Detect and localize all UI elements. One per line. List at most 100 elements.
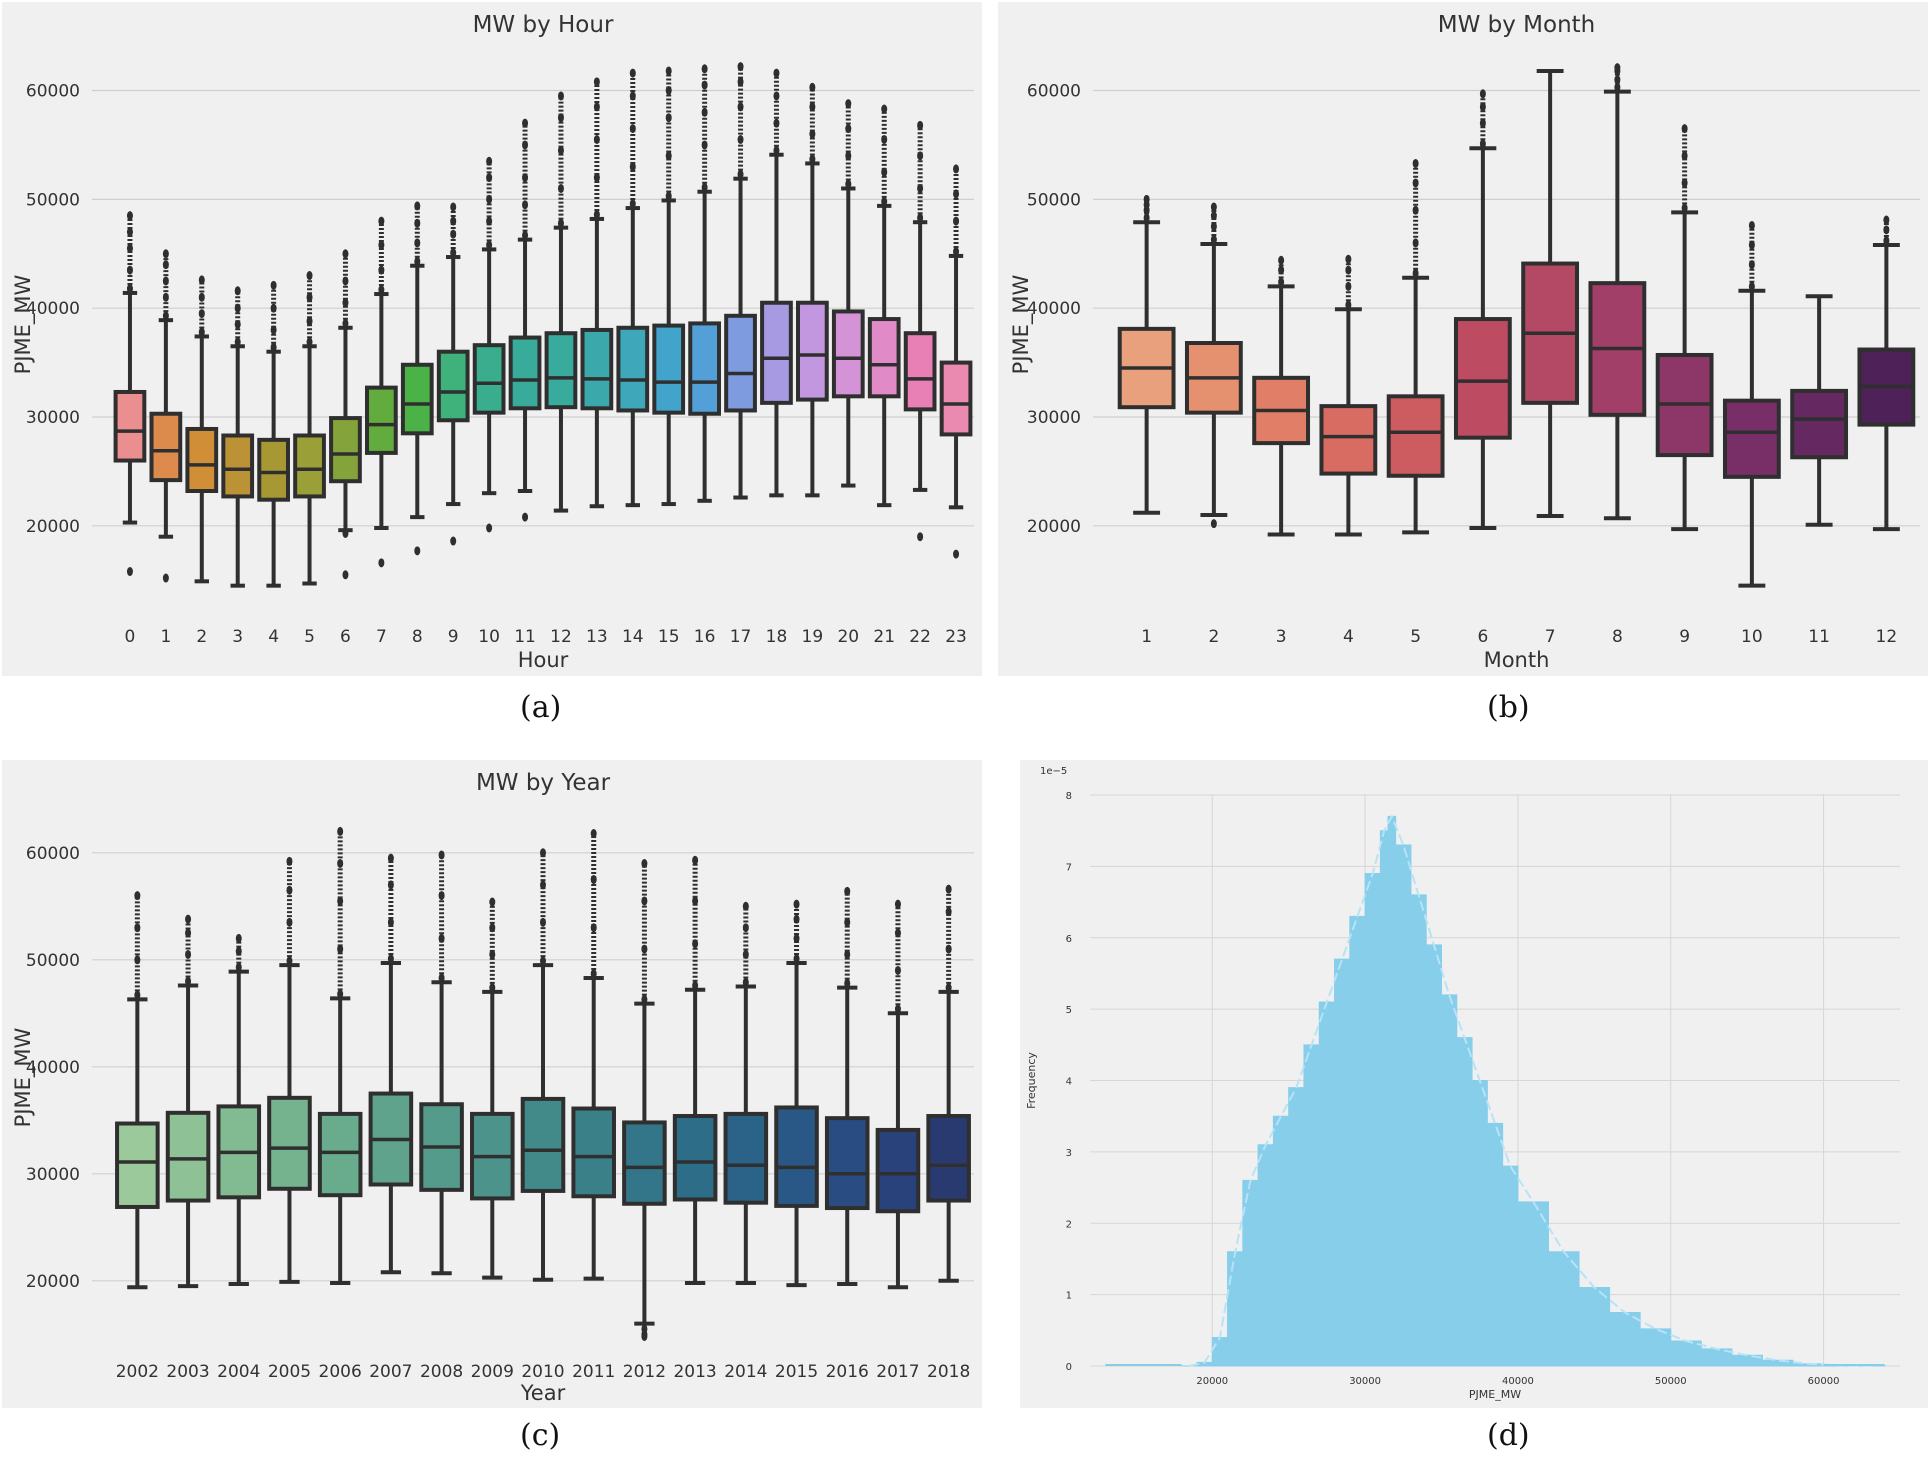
x-tick-label: 2009	[471, 1362, 514, 1382]
x-tick-label: 2003	[166, 1362, 209, 1382]
y-tick-label: 30000	[1027, 408, 1081, 428]
x-tick-label: 2010	[521, 1362, 564, 1382]
box-2005	[267, 1095, 312, 1191]
outlier-point	[126, 265, 133, 275]
outlier-point	[540, 848, 546, 858]
box-11	[1790, 388, 1849, 460]
x-tick-label: 4	[1343, 627, 1354, 647]
x-tick-label: 2014	[724, 1362, 767, 1382]
chart-title: MW by Hour	[473, 12, 614, 38]
outlier-point	[342, 570, 349, 580]
x-tick-label: 11	[514, 627, 536, 647]
x-tick-label: 1	[1141, 627, 1152, 647]
x-tick-label: 2002	[116, 1362, 159, 1382]
outlier-point	[185, 914, 192, 924]
x-tick-label: 2016	[826, 1362, 869, 1382]
outlier-point	[692, 855, 699, 865]
outlier-point	[126, 567, 133, 577]
outlier-point	[917, 120, 924, 130]
outlier-point	[1345, 254, 1352, 264]
y-axis-label: PJME_MW	[11, 274, 36, 374]
box-10	[1722, 398, 1781, 479]
y-offset-label: 1e−5	[1040, 766, 1067, 777]
caption-b: (b)	[1487, 690, 1530, 725]
chart-title: MW by Year	[476, 770, 611, 796]
histogram-bars	[1181, 815, 1886, 1367]
box-2018	[926, 1114, 971, 1203]
outlier-point	[742, 923, 749, 933]
box-6	[1453, 317, 1512, 440]
box-18	[760, 300, 793, 405]
y-tick-label: 30000	[26, 1165, 80, 1185]
x-tick-label: 6	[340, 627, 351, 647]
box-17	[724, 313, 757, 413]
y-tick-label: 20000	[26, 1272, 80, 1292]
box-23	[939, 360, 973, 437]
box-21	[867, 317, 901, 399]
y-tick-label: 30000	[26, 408, 80, 428]
x-tick-label: 8	[412, 627, 423, 647]
x-tick-label: 3	[1276, 627, 1287, 647]
y-axis-label: Frequency	[1025, 1052, 1038, 1109]
box-2016	[824, 1116, 870, 1211]
y-tick-label: 60000	[26, 844, 80, 864]
x-tick-label: 2017	[876, 1362, 919, 1382]
x-tick-label: 0	[125, 627, 136, 647]
y-tick-label: 0	[1066, 1362, 1072, 1373]
outlier-point	[286, 885, 293, 895]
box-2017	[875, 1127, 921, 1214]
box-4	[257, 437, 290, 502]
x-tick-label: 50000	[1655, 1376, 1687, 1387]
x-tick-label: 20	[837, 627, 859, 647]
x-tick-label: 7	[376, 627, 387, 647]
box-16	[688, 321, 721, 416]
outlier-point	[742, 901, 749, 911]
x-axis-label: Hour	[518, 648, 569, 672]
y-tick-label: 20000	[1027, 517, 1081, 537]
x-tick-label: 13	[586, 627, 608, 647]
outlier-point	[917, 532, 924, 542]
x-tick-label: 11	[1808, 627, 1830, 647]
y-tick-label: 7	[1066, 862, 1072, 873]
y-tick-label: 40000	[26, 299, 80, 319]
x-tick-label: 2018	[927, 1362, 970, 1382]
x-tick-label: 5	[304, 627, 315, 647]
y-tick-label: 5	[1066, 1005, 1072, 1016]
box-7	[365, 385, 398, 455]
box-2003	[165, 1110, 211, 1203]
x-tick-label: 23	[945, 627, 967, 647]
x-axis-label: PJME_MW	[1469, 1388, 1521, 1401]
outlier-point	[1278, 255, 1285, 265]
outlier-point	[522, 512, 529, 522]
x-tick-label: 40000	[1502, 1376, 1534, 1387]
x-tick-label: 2006	[319, 1362, 362, 1382]
x-tick-label: 60000	[1808, 1376, 1840, 1387]
x-tick-label: 10	[478, 627, 500, 647]
box-1	[149, 411, 183, 483]
x-tick-label: 2008	[420, 1362, 463, 1382]
outlier-point	[414, 238, 421, 248]
y-tick-label: 20000	[26, 517, 80, 537]
y-tick-label: 2	[1066, 1219, 1072, 1230]
box-2015	[774, 1105, 819, 1208]
outlier-point	[953, 549, 960, 559]
y-tick-label: 8	[1066, 791, 1072, 802]
y-axis-label: PJME_MW	[1009, 274, 1034, 374]
outlier-point	[337, 826, 344, 836]
outlier-point	[162, 573, 169, 583]
outlier-point	[378, 558, 385, 568]
y-tick-label: 50000	[26, 190, 80, 210]
x-tick-label: 4	[268, 627, 279, 647]
outlier-point	[185, 949, 192, 959]
box-4	[1319, 404, 1378, 476]
x-tick-label: 9	[448, 627, 459, 647]
box-19	[796, 300, 829, 402]
y-tick-label: 40000	[26, 1058, 80, 1078]
y-tick-label: 6	[1066, 934, 1072, 945]
box-2	[185, 426, 219, 493]
outlier-point	[414, 546, 421, 556]
x-tick-label: 20000	[1196, 1376, 1228, 1387]
x-tick-label: 1	[160, 627, 171, 647]
